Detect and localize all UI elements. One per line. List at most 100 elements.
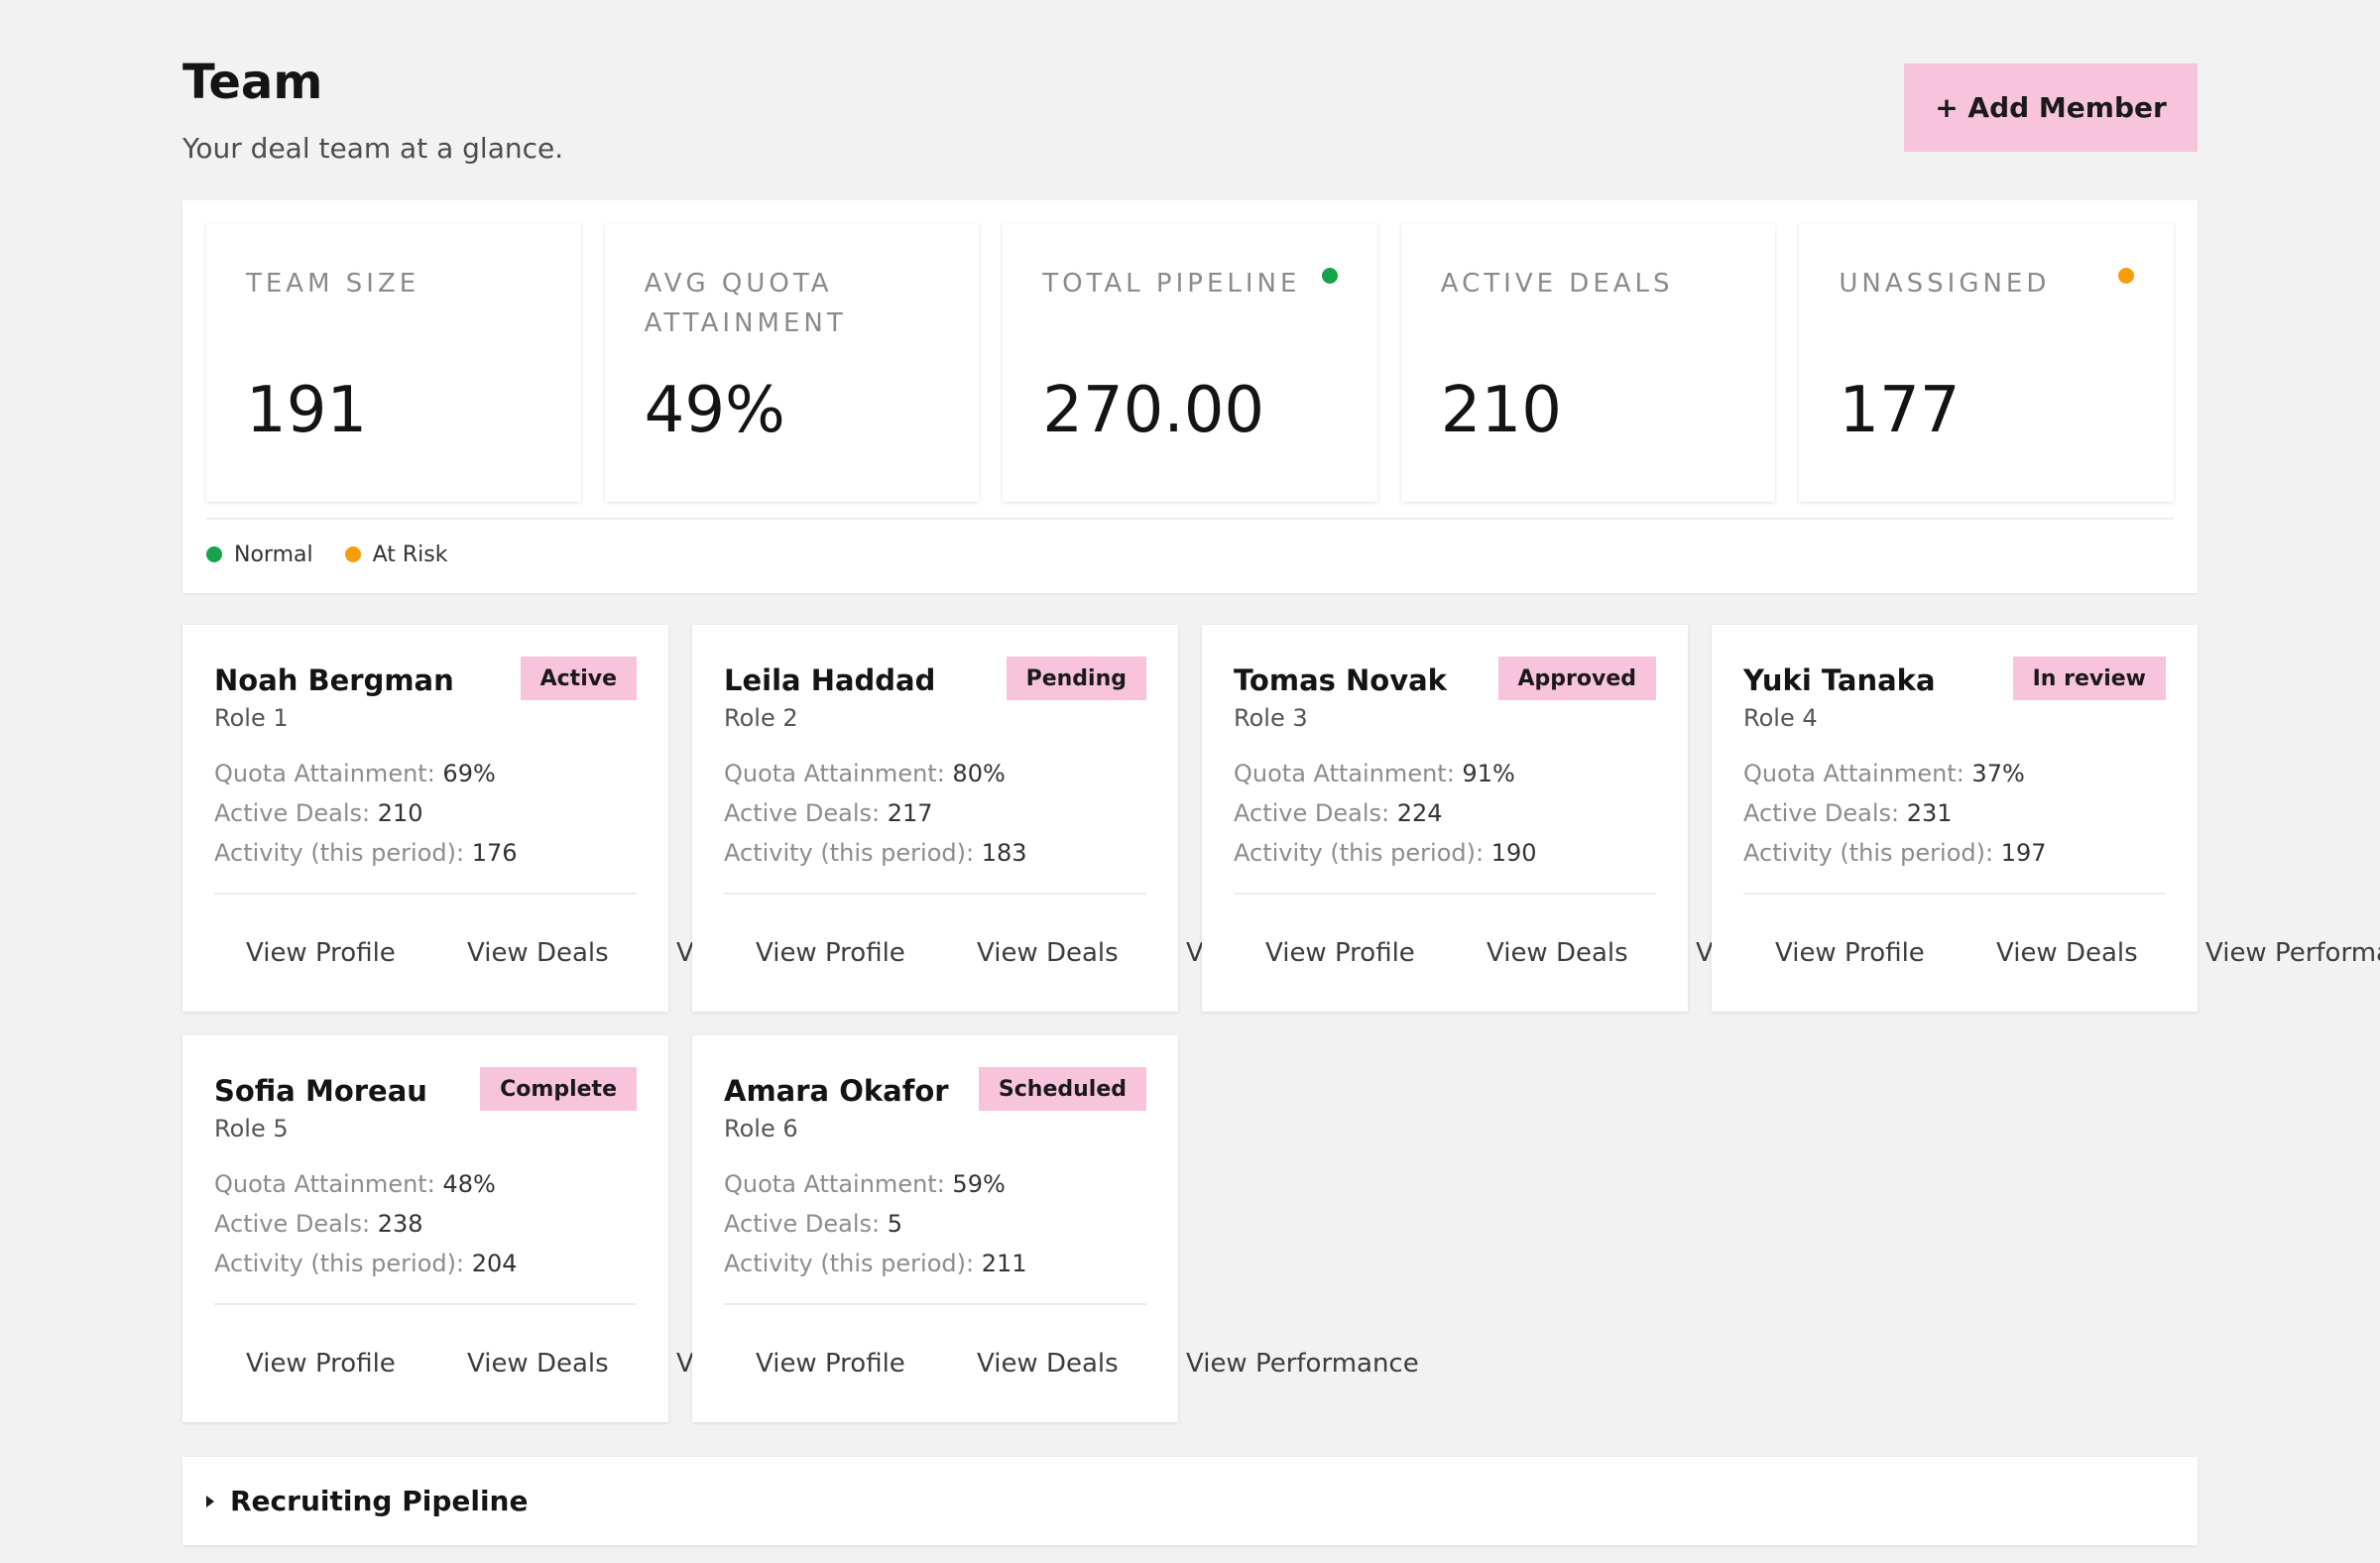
status-dot-at-risk bbox=[2117, 268, 2134, 284]
stat-label: Quota Attainment: bbox=[1234, 760, 1463, 787]
divider bbox=[724, 1303, 1146, 1305]
stat-label: Active Deals: bbox=[214, 799, 378, 827]
page-header: Team Your deal team at a glance. + Add M… bbox=[182, 55, 2198, 174]
stat-value: 59% bbox=[952, 1170, 1006, 1198]
view-deals-link[interactable]: View Deals bbox=[467, 938, 609, 968]
stat-value: 69% bbox=[442, 760, 496, 787]
member-name: Sofia Moreau bbox=[214, 1074, 427, 1108]
status-badge: Pending bbox=[1006, 657, 1146, 700]
view-performance-link[interactable]: View Performance bbox=[2205, 938, 2380, 968]
member-name: Yuki Tanaka bbox=[1743, 663, 1936, 697]
stat-label: Active Deals: bbox=[724, 799, 888, 827]
view-profile-link[interactable]: View Profile bbox=[1775, 938, 1925, 968]
view-deals-link[interactable]: View Deals bbox=[1487, 938, 1628, 968]
stat-label: Activity (this period): bbox=[1234, 839, 1491, 867]
kpi-card-total-pipeline: TOTAL PIPELINE 270.00 bbox=[1003, 224, 1377, 502]
member-card: Noah Bergman Active Role 1 Quota Attainm… bbox=[182, 625, 909, 1012]
kpi-card-unassigned: UNASSIGNED 177 bbox=[1799, 224, 2174, 502]
member-role: Role 3 bbox=[1234, 704, 1308, 732]
view-deals-link[interactable]: View Deals bbox=[1996, 938, 2138, 968]
stat-value: 210 bbox=[377, 799, 423, 827]
page-title: Team bbox=[182, 55, 323, 110]
divider bbox=[1234, 893, 1656, 895]
stat-value: 211 bbox=[981, 1250, 1027, 1277]
legend-dot-icon bbox=[344, 546, 361, 562]
member-card: Sofia Moreau Complete Role 5 Quota Attai… bbox=[182, 1035, 909, 1422]
view-profile-link[interactable]: View Profile bbox=[1265, 938, 1415, 968]
kpi-label: ACTIVE DEALS bbox=[1440, 269, 1674, 299]
add-member-button[interactable]: + Add Member bbox=[1904, 63, 2198, 152]
kpi-value: 49% bbox=[644, 374, 785, 447]
stat-value: 91% bbox=[1462, 760, 1515, 787]
member-role: Role 2 bbox=[724, 704, 798, 732]
stat-label: Activity (this period): bbox=[214, 839, 472, 867]
divider bbox=[214, 893, 637, 895]
kpi-label: AVG QUOTA ATTAINMENT bbox=[644, 269, 847, 338]
stat-label: Active Deals: bbox=[724, 1210, 888, 1238]
stat-value: 80% bbox=[952, 760, 1006, 787]
legend-label: Normal bbox=[234, 541, 313, 567]
status-badge: Active bbox=[520, 657, 637, 700]
view-deals-link[interactable]: View Deals bbox=[467, 1349, 609, 1379]
divider bbox=[214, 1303, 637, 1305]
activity-stat: Activity (this period): 176 bbox=[214, 837, 518, 869]
kpi-card-avg-quota: AVG QUOTA ATTAINMENT 49% bbox=[604, 224, 980, 502]
active-deals-stat: Active Deals: 5 bbox=[724, 1208, 902, 1240]
divider bbox=[1743, 893, 2166, 895]
kpi-panel: TEAM SIZE 191 AVG QUOTA ATTAINMENT 49% T… bbox=[182, 200, 2198, 593]
activity-stat: Activity (this period): 190 bbox=[1234, 837, 1537, 869]
member-name: Leila Haddad bbox=[724, 663, 936, 697]
view-profile-link[interactable]: View Profile bbox=[246, 1349, 396, 1379]
stat-label: Quota Attainment: bbox=[724, 760, 953, 787]
quota-attainment-stat: Quota Attainment: 69% bbox=[214, 758, 496, 789]
stat-label: Active Deals: bbox=[1743, 799, 1907, 827]
stat-label: Quota Attainment: bbox=[1743, 760, 1972, 787]
status-badge: Approved bbox=[1497, 657, 1656, 700]
member-card: Amara Okafor Scheduled Role 6 Quota Atta… bbox=[692, 1035, 1419, 1422]
member-name: Amara Okafor bbox=[724, 1074, 949, 1108]
quota-attainment-stat: Quota Attainment: 80% bbox=[724, 758, 1006, 789]
view-profile-link[interactable]: View Profile bbox=[246, 938, 396, 968]
active-deals-stat: Active Deals: 224 bbox=[1234, 797, 1443, 829]
status-badge: Complete bbox=[480, 1067, 637, 1111]
member-name: Noah Bergman bbox=[214, 663, 454, 697]
stat-value: 183 bbox=[981, 839, 1027, 867]
stat-label: Activity (this period): bbox=[214, 1250, 472, 1277]
status-badge: In review bbox=[2012, 657, 2166, 700]
member-role: Role 5 bbox=[214, 1115, 289, 1142]
stat-label: Quota Attainment: bbox=[724, 1170, 953, 1198]
active-deals-stat: Active Deals: 231 bbox=[1743, 797, 1953, 829]
stat-value: 204 bbox=[471, 1250, 518, 1277]
member-role: Role 6 bbox=[724, 1115, 798, 1142]
kpi-value: 210 bbox=[1440, 374, 1562, 447]
kpi-label: TEAM SIZE bbox=[246, 269, 420, 299]
disclosure-label: Recruiting Pipeline bbox=[230, 1485, 529, 1517]
member-card: Yuki Tanaka In review Role 4 Quota Attai… bbox=[1712, 625, 2380, 1012]
stat-label: Activity (this period): bbox=[724, 839, 982, 867]
stat-label: Active Deals: bbox=[214, 1210, 378, 1238]
kpi-label: UNASSIGNED bbox=[1839, 269, 2051, 299]
activity-stat: Activity (this period): 183 bbox=[724, 837, 1027, 869]
view-performance-link[interactable]: View Performance bbox=[1186, 1349, 1419, 1379]
view-deals-link[interactable]: View Deals bbox=[977, 1349, 1119, 1379]
view-profile-link[interactable]: View Profile bbox=[756, 1349, 905, 1379]
recruiting-pipeline-disclosure[interactable]: Recruiting Pipeline bbox=[182, 1457, 2198, 1545]
view-profile-link[interactable]: View Profile bbox=[756, 938, 905, 968]
divider bbox=[206, 518, 2174, 520]
kpi-card-active-deals: ACTIVE DEALS 210 bbox=[1400, 224, 1776, 502]
member-role: Role 4 bbox=[1743, 704, 1818, 732]
stat-value: 224 bbox=[1396, 799, 1443, 827]
stat-value: 190 bbox=[1490, 839, 1537, 867]
quota-attainment-stat: Quota Attainment: 91% bbox=[1234, 758, 1515, 789]
kpi-value: 270.00 bbox=[1042, 374, 1265, 447]
activity-stat: Activity (this period): 197 bbox=[1743, 837, 2047, 869]
legend: Normal At Risk bbox=[206, 538, 448, 571]
stat-value: 5 bbox=[887, 1210, 902, 1238]
stat-value: 197 bbox=[2000, 839, 2047, 867]
legend-item-normal: Normal bbox=[206, 542, 313, 567]
kpi-label: TOTAL PIPELINE bbox=[1042, 269, 1301, 299]
quota-attainment-stat: Quota Attainment: 37% bbox=[1743, 758, 2025, 789]
member-card: Leila Haddad Pending Role 2 Quota Attain… bbox=[692, 625, 1419, 1012]
view-deals-link[interactable]: View Deals bbox=[977, 938, 1119, 968]
